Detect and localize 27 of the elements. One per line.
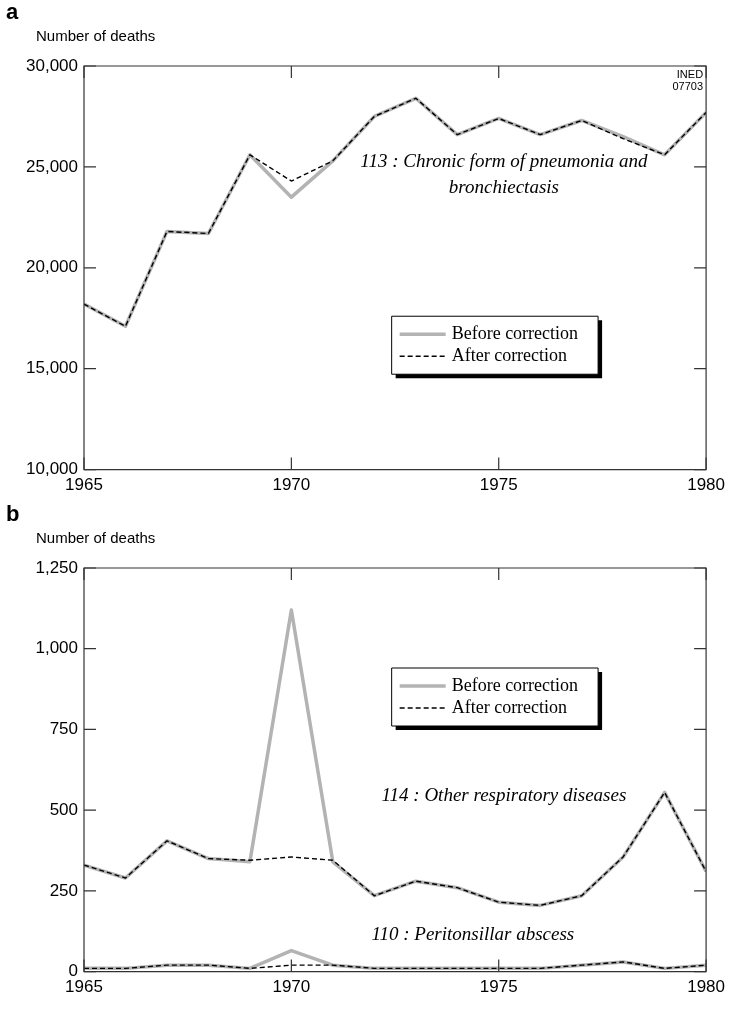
- chart-title: a: [6, 0, 19, 25]
- x-tick-label: 1970: [272, 977, 311, 997]
- y-tick-label: 30,000: [26, 55, 78, 75]
- y-tick-label: 1,000: [35, 638, 78, 658]
- y-axis-title: Number of deaths: [36, 26, 156, 44]
- y-tick-label: 500: [49, 799, 78, 819]
- x-tick-label: 1980: [687, 977, 725, 997]
- y-tick-label: 25,000: [26, 156, 78, 176]
- legend-label: After correction: [451, 344, 568, 365]
- y-tick-label: 1,250: [35, 557, 78, 577]
- legend-label: Before correction: [451, 322, 579, 343]
- annotation: 110 : Peritonsillar abscess: [371, 923, 575, 945]
- annotation: 114 : Other respiratory diseases: [381, 784, 627, 806]
- chart-title: b: [6, 501, 20, 527]
- y-tick-label: 20,000: [26, 257, 78, 277]
- y-tick-label: 250: [49, 880, 78, 900]
- annotation: INED 07703: [672, 67, 704, 92]
- x-tick-label: 1970: [272, 475, 311, 495]
- y-axis-title: Number of deaths: [36, 528, 156, 546]
- legend-label: Before correction: [451, 674, 579, 695]
- legend-label: After correction: [451, 696, 568, 717]
- x-tick-label: 1980: [687, 475, 725, 495]
- x-tick-label: 1975: [479, 977, 518, 997]
- y-tick-label: 15,000: [26, 358, 78, 378]
- annotation: 113 : Chronic form of pneumonia and bronchiectasis: [360, 149, 648, 197]
- y-tick-label: 750: [49, 719, 78, 739]
- x-tick-label: 1975: [479, 475, 518, 495]
